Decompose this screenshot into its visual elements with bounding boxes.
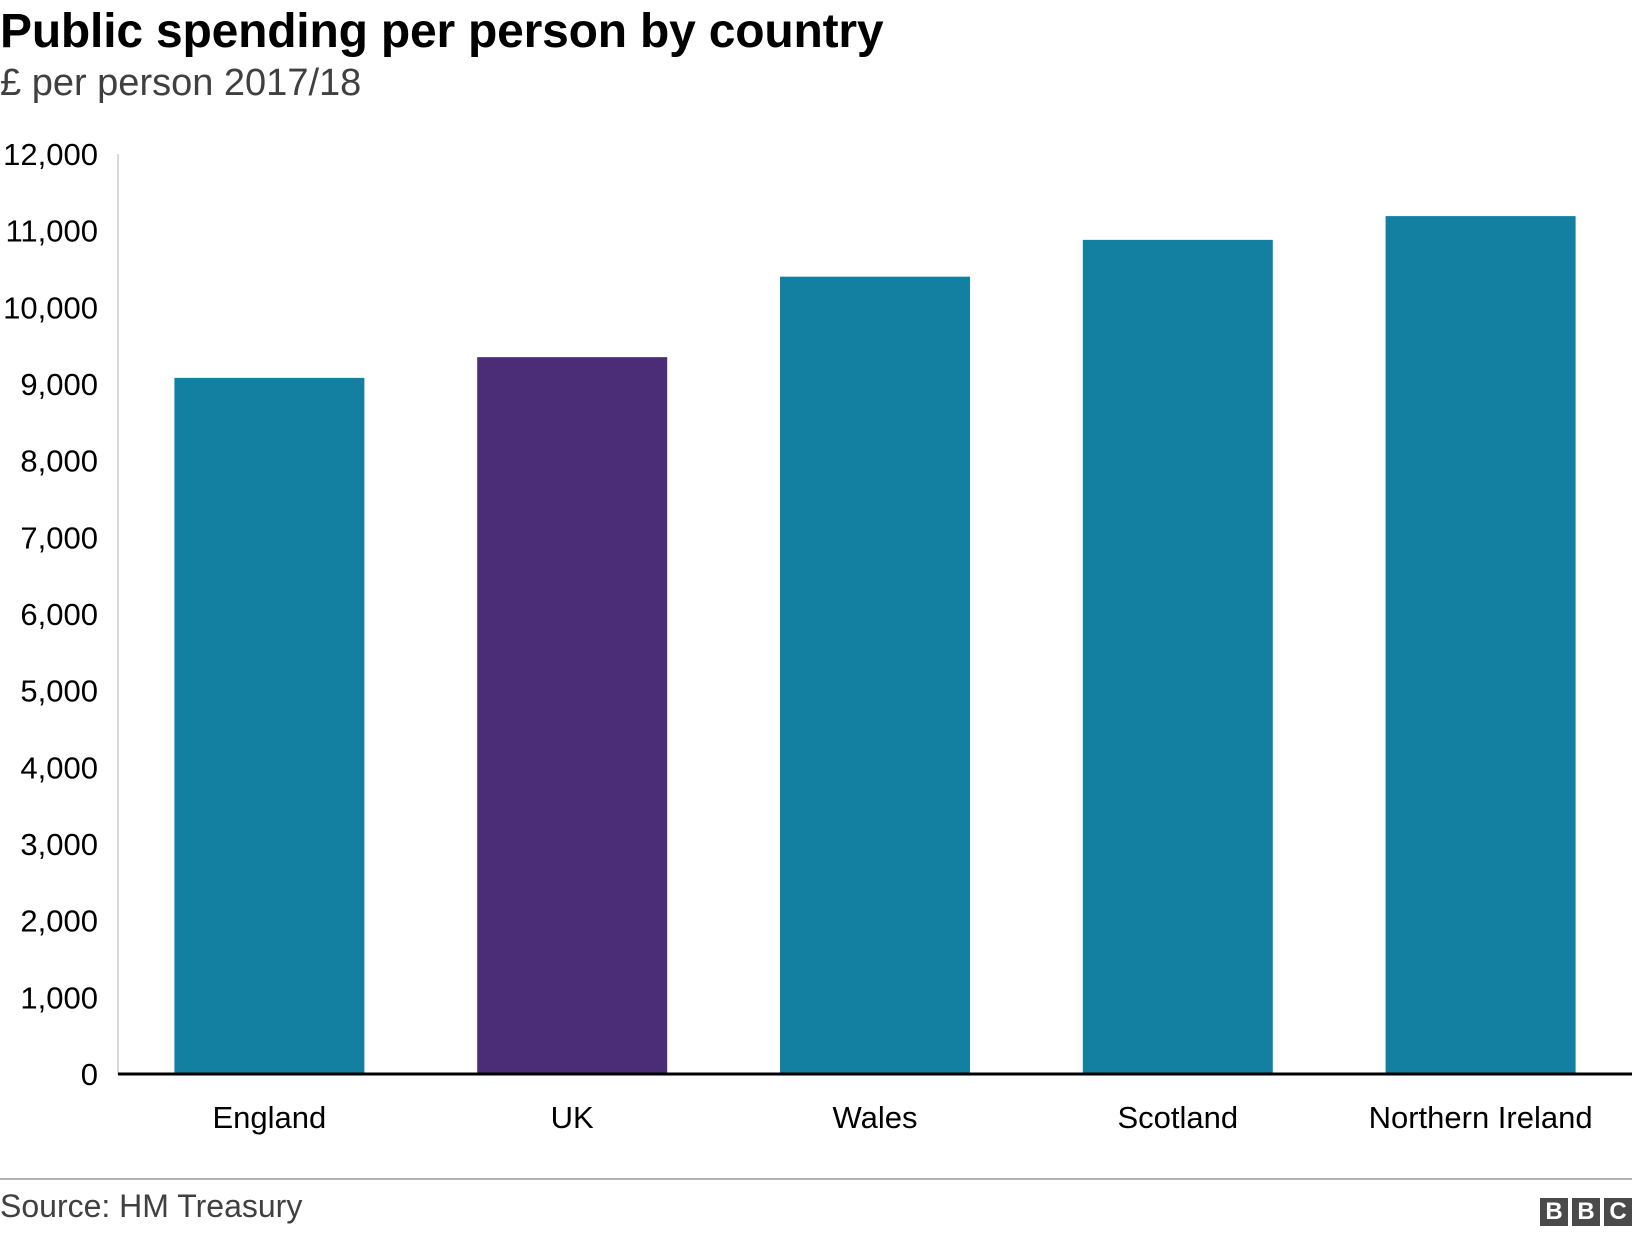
bar-uk (477, 357, 668, 1075)
y-tick-label: 0 (81, 1057, 98, 1092)
y-tick-label: 1,000 (20, 980, 98, 1015)
bar-chart: 0 1,000 2,000 3,000 4,000 5,000 6,000 7,000 8,00… (3, 137, 1632, 1135)
y-tick-label: 11,000 (5, 214, 98, 249)
y-tick-label: 10,000 (3, 290, 98, 325)
y-tick-label: 2,000 (20, 904, 98, 939)
source-note: Source: HM Treasury (0, 1188, 303, 1224)
y-tick-label: 8,000 (20, 444, 98, 479)
y-tick-label: 3,000 (20, 827, 98, 862)
footer-divider (0, 1178, 1632, 1180)
y-tick-label: 9,000 (20, 367, 98, 402)
bar-england (174, 377, 365, 1074)
bbc-logo: B B C (1540, 1198, 1632, 1226)
y-tick-label: 4,000 (20, 750, 98, 785)
x-tick-label: Scotland (1117, 1100, 1238, 1135)
bar-scotland (1082, 239, 1273, 1074)
x-tick-label: UK (551, 1100, 594, 1135)
y-tick-label: 7,000 (20, 520, 98, 555)
bar-wales (780, 276, 970, 1075)
y-tick-label: 5,000 (20, 674, 98, 709)
x-tick-label: Northern Ireland (1369, 1100, 1593, 1135)
logo-letter: B (1540, 1198, 1568, 1226)
y-tick-label: 6,000 (20, 597, 98, 632)
x-tick-label: England (213, 1100, 327, 1135)
bars (174, 216, 1576, 1075)
logo-letter: C (1604, 1198, 1632, 1226)
bar-northern-ireland (1385, 216, 1576, 1075)
chart-subtitle: £ per person 2017/18 (0, 62, 362, 104)
chart-title: Public spending per person by country (0, 5, 884, 58)
x-tick-label: Wales (833, 1100, 918, 1135)
y-axis: 0 1,000 2,000 3,000 4,000 5,000 6,000 7,000 8,00… (3, 137, 119, 1092)
logo-letter: B (1572, 1198, 1600, 1226)
y-tick-label: 12,000 (3, 137, 98, 172)
x-axis: England UK Wales Scotland Northern Ireland (118, 1072, 1632, 1135)
